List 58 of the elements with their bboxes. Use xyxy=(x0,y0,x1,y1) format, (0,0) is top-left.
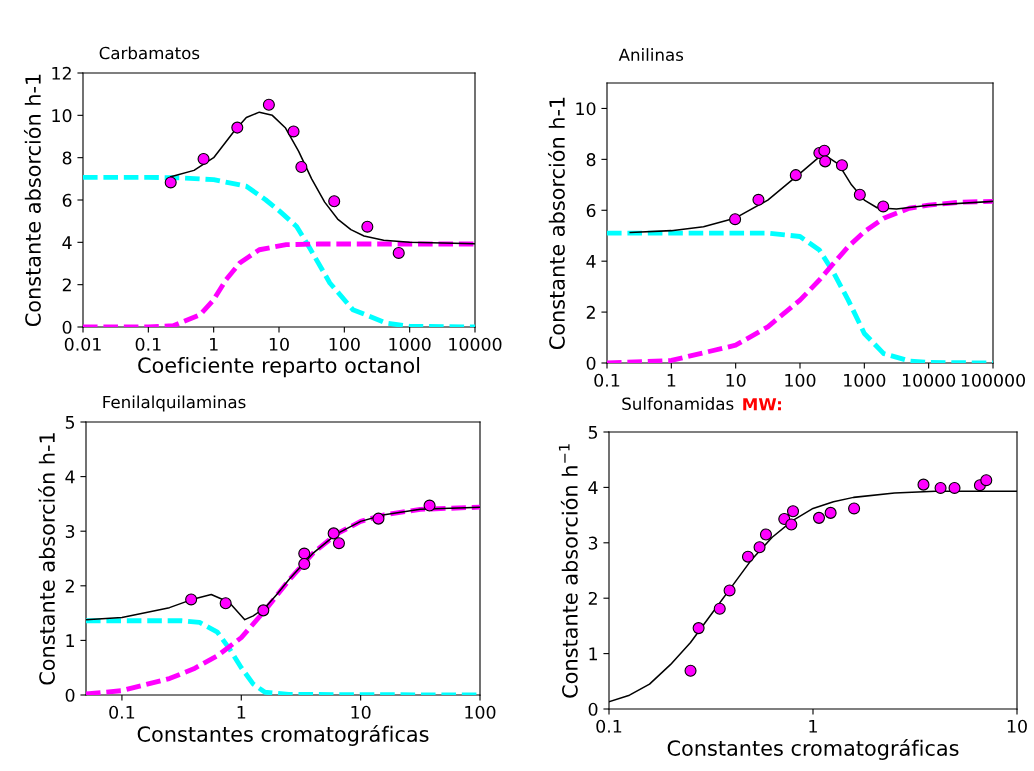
y-tick-label: 3 xyxy=(588,536,598,550)
x-tick-label: 100 xyxy=(465,705,496,719)
chart-title: Sulfonamidas xyxy=(622,397,734,411)
chart-title: Anilinas xyxy=(618,48,684,62)
x-tick-label: 10 xyxy=(1007,719,1027,733)
y-tick-label: 0 xyxy=(65,688,75,702)
y-tick-label: 6 xyxy=(62,193,72,207)
y-tick-label: 4 xyxy=(62,236,72,249)
x-tick-label: 0.1 xyxy=(594,373,620,387)
y-tick-label: 1 xyxy=(589,647,597,661)
x-tick-label: 10 xyxy=(351,705,371,719)
y-tick-label: 0 xyxy=(586,356,596,370)
y-tick-label: 2 xyxy=(62,278,71,292)
x-tick-label: 0.1 xyxy=(109,705,135,719)
y-tick-label: 1 xyxy=(66,634,74,647)
y-tick-label: 0 xyxy=(588,702,598,716)
y-tick-label: 2 xyxy=(588,591,597,605)
y-tick-label: 6 xyxy=(586,203,596,218)
x-tick-label: 0.1 xyxy=(135,337,161,351)
y-tick-label: 4 xyxy=(65,470,75,484)
y-tick-label: 3 xyxy=(65,524,75,539)
y-tick-label: 10 xyxy=(52,109,72,123)
x-tick-label: 1 xyxy=(210,337,218,351)
y-tick-label: 12 xyxy=(52,66,71,80)
x-tick-label: 1 xyxy=(809,719,817,733)
x-tick-label: 0.01 xyxy=(64,337,101,351)
y-tick-label: 8 xyxy=(62,151,72,165)
y-tick-label: 4 xyxy=(586,255,596,268)
x-tick-label: 10 xyxy=(726,373,746,387)
x-tick-label: 10 xyxy=(269,337,289,351)
y-tick-label: 2 xyxy=(586,305,595,319)
x-axis-title: Constantes cromatográficas xyxy=(137,725,429,746)
y-axis-title: Constante absorción h-1 xyxy=(37,433,55,685)
x-tick-label: 100000 xyxy=(961,373,1025,387)
x-tick-label: 10000 xyxy=(449,337,502,351)
chart-title: Fenilalquilaminas xyxy=(103,395,246,412)
x-tick-label: 1000 xyxy=(389,337,431,351)
y-tick-label: 5 xyxy=(588,425,598,439)
x-tick-label: 100 xyxy=(785,373,816,387)
x-axis-title: Constantes cromatográficas xyxy=(667,739,959,760)
text: MW: xyxy=(743,398,781,411)
y-tick-label: 10 xyxy=(576,102,596,116)
x-tick-label: 0.1 xyxy=(596,719,622,733)
y-tick-label: 8 xyxy=(586,153,596,167)
x-tick-label: 100 xyxy=(329,337,360,351)
x-tick-label: 10000 xyxy=(902,373,956,387)
y-tick-label: 5 xyxy=(65,415,75,429)
y-tick-label: 2 xyxy=(65,579,74,593)
x-axis-title: Coeficiente reparto octanol xyxy=(138,357,420,378)
x-tick-label: 1 xyxy=(667,373,676,387)
y-axis-title: Constante absorción h$^{−1}$ xyxy=(558,444,578,698)
y-axis-title: Constante absorción h-1 xyxy=(23,74,41,327)
x-tick-label: 1 xyxy=(237,705,246,719)
y-tick-label: 0 xyxy=(62,320,72,334)
y-axis-title: Constante absorción h-1 xyxy=(547,97,565,350)
y-tick-label: 4 xyxy=(588,481,598,494)
x-tick-label: 1000 xyxy=(844,373,886,387)
chart-title: Carbamatos xyxy=(99,46,200,60)
